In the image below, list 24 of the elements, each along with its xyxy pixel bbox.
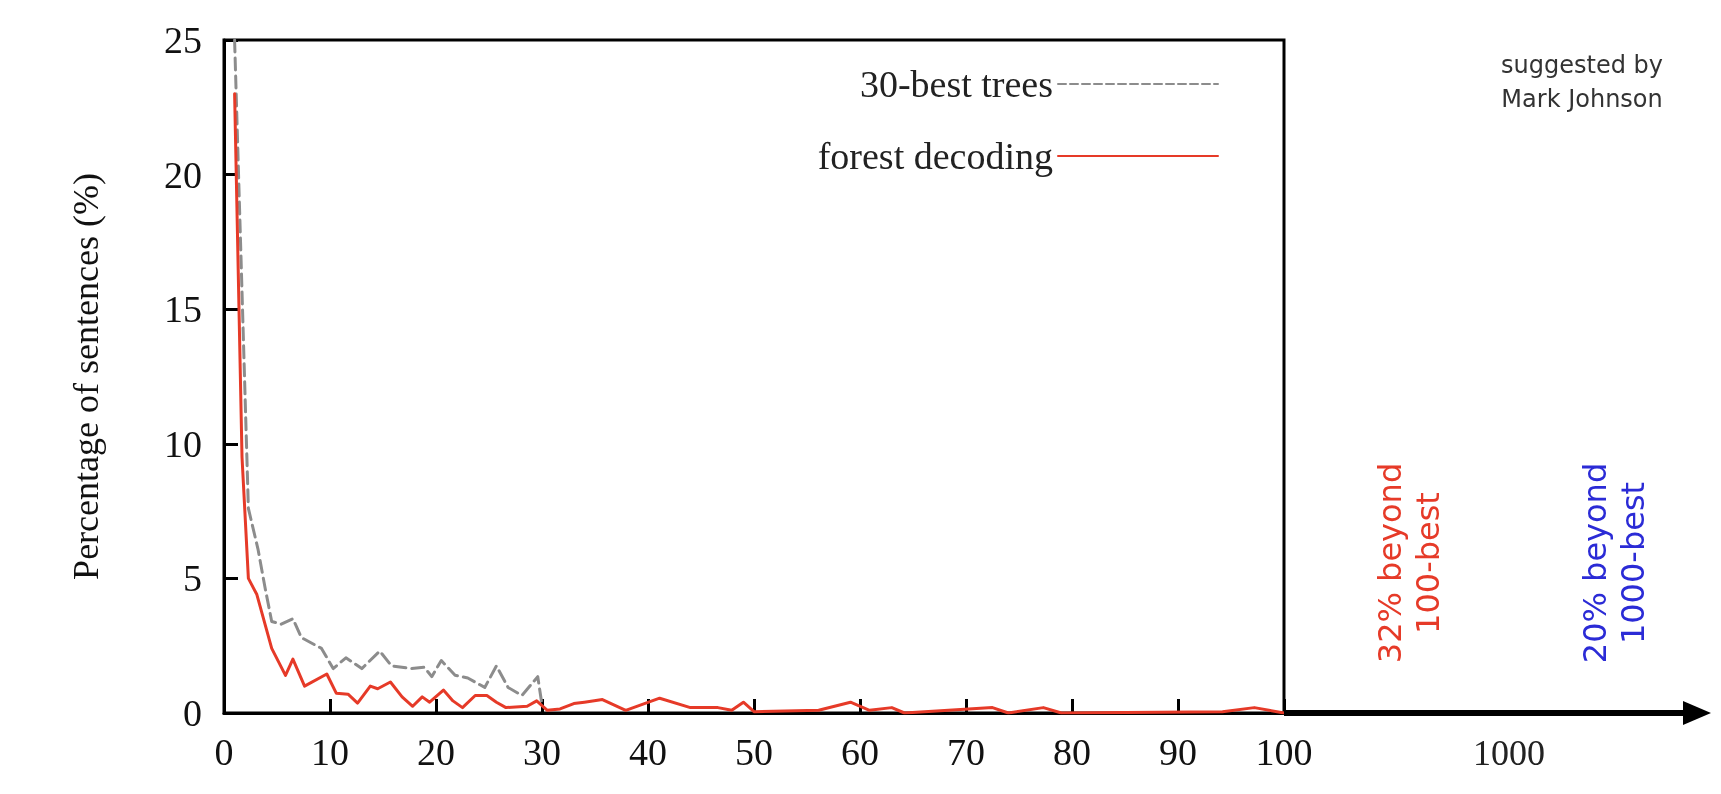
text: 1000	[1473, 733, 1545, 773]
x-tick-label: 30	[523, 731, 561, 773]
x-tick-label: 70	[947, 731, 985, 773]
x-tick-label: 40	[629, 731, 667, 773]
text: suggested by Mark Johnson	[1501, 51, 1663, 113]
text: 32% beyond 100-best	[1371, 462, 1447, 664]
legend-label: forest decoding	[817, 135, 1053, 177]
y-tick-label: 0	[183, 692, 202, 734]
x-tick-label: 60	[841, 731, 879, 773]
x-tick-label: 0	[214, 731, 234, 773]
y-tick-label: 25	[164, 19, 202, 61]
x-tick-label: 50	[735, 731, 773, 773]
text: 20% beyond 1000-best	[1576, 462, 1652, 664]
y-tick-label: 20	[164, 153, 202, 196]
y-axis-title: Percentage of sentences (%)	[66, 173, 106, 580]
y-tick-label: 5	[183, 557, 202, 600]
x-tick-label: 90	[1159, 731, 1197, 773]
x-tick-label: 80	[1053, 731, 1091, 773]
x-tick-label: 20	[417, 731, 455, 773]
y-tick-label: 15	[164, 288, 202, 331]
x-tick-label: 100	[1255, 731, 1313, 773]
x-tick-label: 10	[311, 731, 349, 773]
legend-label: 30-best trees	[859, 63, 1053, 105]
y-tick-label: 10	[164, 422, 202, 465]
